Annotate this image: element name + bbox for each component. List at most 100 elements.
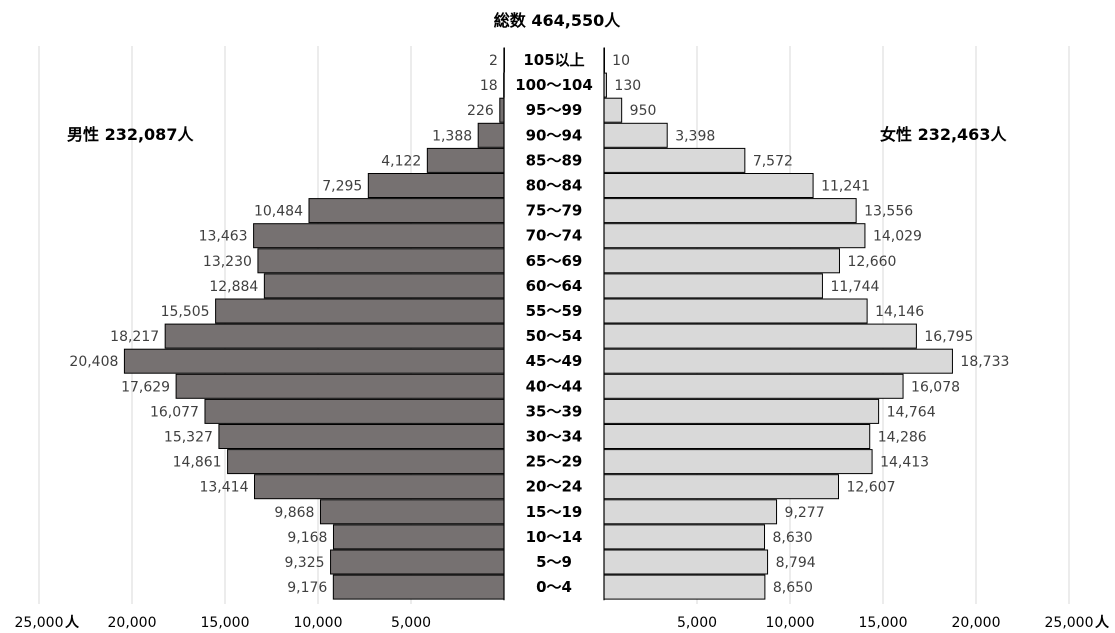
x-unit-label-male: 人 [65,614,80,631]
age-group-label: 10〜14 [526,528,583,546]
female-bar [603,549,769,575]
male-bar [215,298,505,324]
female-value-label: 8,794 [776,555,816,571]
female-value-label: 14,413 [880,455,929,471]
male-bar [308,198,505,224]
female-bar [603,198,857,224]
age-group-label: 30〜34 [526,428,583,446]
female-value-label: 13,556 [864,204,913,220]
female-value-label: 12,607 [846,480,895,496]
age-group-label: 105以上 [523,51,584,69]
male-bar [164,323,505,349]
x-tick-label-female: 20,000 [952,615,1001,631]
female-value-label: 14,146 [875,304,924,320]
age-group-label: 60〜64 [526,277,583,295]
x-tick-label-male: 20,000 [108,615,157,631]
male-value-label: 13,230 [203,254,252,270]
male-bar [426,147,505,173]
female-value-label: 16,795 [924,329,973,345]
age-group-label: 95〜99 [526,101,583,119]
female-value-label: 10 [612,53,630,69]
female-value-label: 12,660 [847,254,896,270]
female-total-label: 女性 232,463人 [880,125,1007,144]
age-group-label: 55〜59 [526,302,583,320]
male-bar [227,449,505,475]
female-value-label: 3,398 [675,128,715,144]
female-bar [603,574,766,600]
male-bar [330,549,505,575]
chart-title: 総数 464,550人 [494,11,621,30]
female-value-label: 16,078 [911,379,960,395]
male-value-label: 15,327 [164,430,213,446]
male-bar [253,223,505,249]
female-value-label: 7,572 [753,153,793,169]
male-value-label: 7,295 [322,179,362,195]
x-tick-label-male: 25,000 [15,615,64,631]
female-bar [603,499,778,525]
x-tick-label-male: 5,000 [391,615,431,631]
age-group-label: 45〜49 [526,352,583,370]
age-group-label: 75〜79 [526,202,583,220]
male-value-label: 9,168 [287,530,327,546]
male-value-label: 4,122 [381,153,421,169]
female-bar [603,298,868,324]
age-group-label: 0〜4 [536,578,572,596]
male-value-label: 12,884 [209,279,258,295]
female-bar [603,248,840,274]
age-group-label: 5〜9 [536,553,572,571]
female-bar [603,223,866,249]
male-bar [253,474,505,500]
male-value-label: 9,176 [287,580,327,596]
age-group-label: 65〜69 [526,252,583,270]
female-value-label: 8,650 [773,580,813,596]
age-group-label: 20〜24 [526,478,583,496]
male-bar [332,574,505,600]
male-total-label: 男性 232,087人 [67,125,194,144]
male-value-label: 20,408 [69,354,118,370]
female-bar [603,122,668,148]
male-bar [367,173,505,198]
male-bar [204,398,505,424]
male-value-label: 10,484 [254,204,303,220]
female-value-label: 8,630 [773,530,813,546]
female-bar [603,373,904,399]
bars [123,47,953,600]
male-value-label: 17,629 [121,379,170,395]
male-bar [218,424,505,449]
female-bar [603,449,873,475]
male-value-label: 2 [489,53,498,69]
age-group-label: 25〜29 [526,453,583,471]
male-value-label: 16,077 [150,404,199,420]
female-bar [603,147,746,173]
age-group-label: 70〜74 [526,227,583,245]
male-value-label: 15,505 [161,304,210,320]
age-group-label: 40〜44 [526,377,583,395]
male-value-label: 14,861 [173,455,222,471]
x-tick-label-male: 15,000 [201,615,250,631]
male-value-label: 9,325 [284,555,324,571]
female-bar [603,524,766,550]
female-bar [603,474,839,500]
x-tick-label-male: 10,000 [294,615,343,631]
age-group-label: 90〜94 [526,126,583,144]
female-value-label: 14,764 [887,404,936,420]
female-value-label: 14,286 [878,430,927,446]
female-value-label: 9,277 [785,505,825,521]
x-tick-label-female: 10,000 [766,615,815,631]
x-tick-label-female: 25,000 [1045,615,1094,631]
female-value-label: 130 [614,78,641,94]
male-value-label: 13,414 [199,480,248,496]
male-bar [175,373,505,399]
female-value-label: 950 [630,103,657,119]
x-tick-label-female: 5,000 [677,615,717,631]
female-value-label: 18,733 [960,354,1009,370]
female-bar [603,273,823,299]
male-bar [123,348,505,374]
male-value-label: 13,463 [199,229,248,245]
female-bar [603,97,623,123]
x-tick-label-female: 15,000 [859,615,908,631]
female-value-label: 14,029 [873,229,922,245]
male-bar [499,97,505,123]
